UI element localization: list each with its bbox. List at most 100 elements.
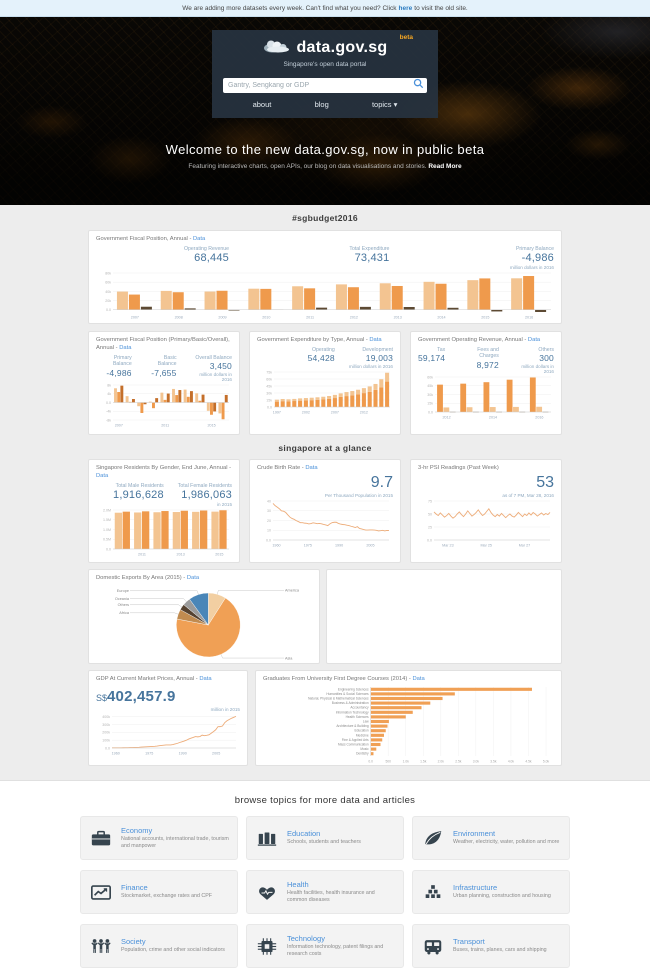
svg-text:30: 30 (267, 509, 271, 513)
svg-text:20: 20 (267, 519, 271, 523)
svg-text:2.0k: 2.0k (438, 759, 445, 763)
topic-card-education[interactable]: Education Schools, students and teachers (246, 816, 404, 860)
main-nav: about blog topics ▾ (223, 100, 427, 109)
topic-card-society[interactable]: Society Population, crime and other soci… (80, 924, 238, 968)
card-title-text: 3-hr PSI Readings (Past Week) (418, 465, 499, 471)
expenditure-chart: 0.0 15k 30k 45k 60k 75k 1997 2002 2007 2012 (257, 369, 393, 415)
svg-text:0.0: 0.0 (106, 401, 111, 405)
topic-desc: National accounts, international trade, … (121, 835, 229, 849)
svg-text:2007: 2007 (131, 316, 139, 320)
exports-row: Domestic Exports By Area (2015) - Data A… (88, 569, 562, 664)
svg-text:Natural, Physical & Mathematic: Natural, Physical & Mathematical Science… (308, 696, 369, 700)
topic-title: Infrastructure (453, 883, 498, 893)
data-link[interactable]: Data (412, 676, 425, 682)
search-icon[interactable] (413, 76, 424, 94)
data-link[interactable]: Data (369, 337, 382, 343)
svg-text:1990: 1990 (335, 543, 343, 547)
svg-text:1960: 1960 (112, 751, 120, 755)
nav-about[interactable]: about (252, 100, 272, 109)
svg-text:2010: 2010 (262, 316, 270, 320)
svg-text:0.5M: 0.5M (103, 538, 111, 542)
stat-operating: Operating 54,428 (307, 346, 335, 364)
heart-icon (254, 883, 280, 902)
topic-card-economy[interactable]: Economy National accounts, international… (80, 816, 238, 860)
svg-text:2011: 2011 (161, 424, 169, 428)
svg-text:3.5k: 3.5k (490, 759, 497, 763)
topic-title: Education (287, 829, 321, 839)
topic-title: Health (287, 879, 309, 889)
logo[interactable]: data.gov.sg beta (223, 34, 427, 58)
fiscal-position-chart: 0.0 20k 40k 60k 80k 2007 2008 2009 2010 2011 2012 2… (96, 270, 554, 320)
stat-note: million dollars in 2016 (348, 364, 393, 370)
stat-tax: Tax 59,174 (418, 346, 446, 364)
svg-text:Mass Communication: Mass Communication (338, 742, 369, 746)
data-link[interactable]: Data (305, 465, 318, 471)
topic-desc: Schools, students and teachers (287, 839, 361, 846)
topic-card-finance[interactable]: Finance Stockmarket, exchange rates and … (80, 870, 238, 914)
svg-text:15k: 15k (266, 399, 272, 403)
birth-rate-chart: 0.0 10 20 30 40 1960 1975 1990 2005 (257, 498, 393, 548)
topic-title: Technology (287, 933, 325, 943)
stat-basic: Basic Balance -7,655 (151, 354, 177, 378)
read-more-link[interactable]: Read More (428, 163, 462, 170)
topic-card-environment[interactable]: Environment Weather, electricity, water,… (412, 816, 570, 860)
card-title: Graduates From University First Degree C… (263, 676, 554, 684)
topic-title: Economy (121, 825, 153, 835)
svg-text:Humanities & Social Sciences: Humanities & Social Sciences (326, 692, 369, 696)
svg-text:5.0k: 5.0k (543, 759, 550, 763)
card-title-text: GDP At Current Market Prices, Annual - (96, 676, 198, 682)
stat-row: Total Male Residents 1,916,628 Total Fem… (96, 483, 232, 508)
svg-text:75: 75 (428, 499, 432, 503)
svg-text:Dentistry: Dentistry (356, 752, 369, 756)
svg-text:1975: 1975 (145, 751, 153, 755)
topic-card-infrastructure[interactable]: Infrastructure Urban planning, construct… (412, 870, 570, 914)
old-site-link[interactable]: here (398, 4, 413, 12)
beta-badge: beta (399, 34, 413, 41)
nav-topics[interactable]: topics ▾ (372, 100, 397, 109)
nav-blog[interactable]: blog (314, 100, 329, 109)
topic-card-health[interactable]: Health Health facilities, health insuran… (246, 870, 404, 914)
svg-text:4k: 4k (107, 392, 111, 396)
gdp-note: million in 2015 (210, 706, 240, 712)
svg-text:2007: 2007 (331, 411, 339, 415)
empty-card (326, 569, 562, 664)
svg-text:2007: 2007 (115, 424, 123, 428)
data-link[interactable]: Data (193, 236, 206, 242)
topic-title: Society (121, 937, 146, 947)
svg-text:4.0k: 4.0k (508, 759, 515, 763)
data-link[interactable]: Data (186, 575, 200, 581)
content: #sgbudget2016 Government Fiscal Position… (88, 205, 562, 766)
svg-text:Fine & Applied Arts: Fine & Applied Arts (342, 738, 369, 742)
topic-title: Finance (121, 883, 148, 893)
data-link[interactable]: Data (96, 472, 109, 479)
topic-card-transport[interactable]: Transport Buses, trains, planes, cars an… (412, 924, 570, 968)
card-operating-revenue: Government Operating Revenue, Annual - D… (410, 331, 562, 435)
graduates-chart: 0.0 500 1.0k 1.5k 2.0k 2.5k 3.0k 3.5k 4.0k 4.5k 5.… (263, 684, 554, 764)
svg-text:0.0: 0.0 (106, 308, 111, 312)
data-link[interactable]: Data (527, 337, 541, 343)
svg-text:Health Sciences: Health Sciences (346, 715, 369, 719)
search-input[interactable] (223, 78, 427, 93)
svg-text:0.0: 0.0 (428, 411, 433, 415)
card-title-text: Singapore Residents By Gender, End June,… (96, 465, 232, 471)
svg-text:0.0: 0.0 (267, 406, 272, 410)
card-title: Crude Birth Rate - Data (257, 465, 393, 473)
bus-icon (420, 937, 446, 956)
topic-desc: Information technology, patent filings a… (287, 943, 384, 957)
card-title-text: Domestic Exports By Area (2015) - (96, 575, 186, 581)
stat-fees: Fees and Charges 8,972 (476, 346, 499, 370)
hero-subtitle: Featuring interactive charts, open APIs,… (175, 162, 475, 172)
card-title: 3-hr PSI Readings (Past Week) (418, 465, 554, 473)
briefcase-icon (88, 829, 114, 848)
data-link[interactable]: Data (119, 344, 132, 351)
topic-card-technology[interactable]: Technology Information technology, paten… (246, 924, 404, 968)
svg-text:Education: Education (354, 729, 368, 733)
card-title: Government Operating Revenue, Annual - D… (418, 337, 554, 345)
svg-text:30k: 30k (427, 393, 433, 397)
svg-text:Africa: Africa (119, 611, 130, 615)
card-title-text: Government Fiscal Position (Primary/Basi… (96, 337, 230, 351)
data-link[interactable]: Data (199, 676, 212, 682)
card-crude-birth-rate: Crude Birth Rate - Data 9.7 Per Thousand… (249, 459, 401, 563)
svg-text:Medicine: Medicine (356, 733, 369, 737)
hero-banner: data.gov.sg beta Singapore's open data p… (0, 17, 650, 205)
